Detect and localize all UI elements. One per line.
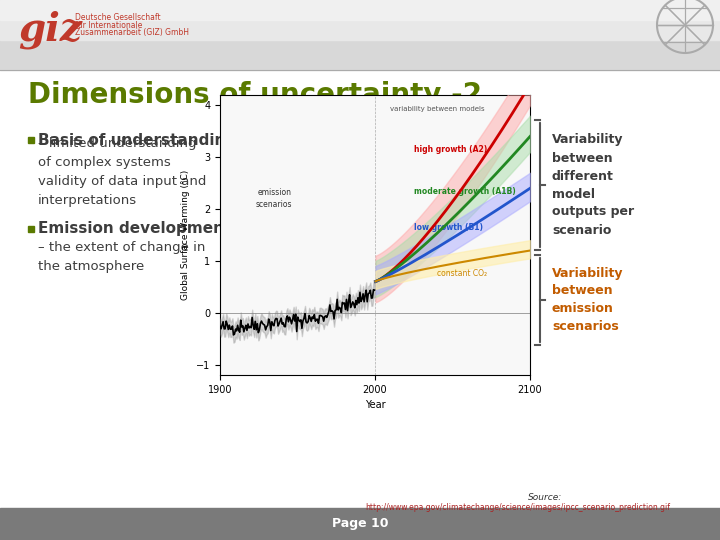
Bar (0, 0, 720, 40)
Bar (28, 226, 34, 232)
Text: giz: giz (18, 11, 82, 49)
Text: low growth (B1): low growth (B1) (414, 223, 482, 232)
Text: http://www.epa.gov/climatechange/science/images/ipcc_scenario_prediction.gif: http://www.epa.gov/climatechange/science… (365, 503, 670, 511)
Text: moderate growth (A1B): moderate growth (A1B) (414, 186, 516, 195)
Bar (0, 0, 720, 20)
Text: emission
scenarios: emission scenarios (256, 188, 292, 209)
Text: Zusammenarbeit (GIZ) GmbH: Zusammenarbeit (GIZ) GmbH (75, 28, 189, 37)
Text: Variability
between
emission
scenarios: Variability between emission scenarios (552, 267, 624, 334)
Y-axis label: Global Surface Warming (°C): Global Surface Warming (°C) (181, 170, 191, 300)
Bar (0, 508, 720, 540)
Text: Basis of understanding: Basis of understanding (38, 132, 236, 147)
X-axis label: Year: Year (365, 400, 385, 410)
Text: Page 10: Page 10 (332, 517, 388, 530)
Bar (0, 0, 720, 70)
Text: Emission development: Emission development (38, 221, 231, 237)
Text: variability between models: variability between models (390, 105, 485, 112)
Text: constant CO₂: constant CO₂ (437, 269, 487, 279)
Bar (28, 137, 34, 143)
Text: Deutsche Gesellschaft: Deutsche Gesellschaft (75, 14, 161, 23)
Text: – limited understanding
of complex systems
validity of data input and
interpreta: – limited understanding of complex syste… (38, 137, 207, 207)
Text: Dimensions of uncertainty -2: Dimensions of uncertainty -2 (28, 81, 482, 109)
Text: – the extent of change in
the atmosphere: – the extent of change in the atmosphere (38, 241, 205, 273)
Text: Variability
between
different
model
outputs per
scenario: Variability between different model outp… (552, 133, 634, 237)
Text: Source:: Source: (528, 494, 562, 503)
Text: high growth (A2): high growth (A2) (414, 145, 487, 154)
Text: für Internationale: für Internationale (75, 21, 143, 30)
